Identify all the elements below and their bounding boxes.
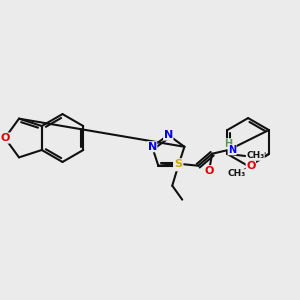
Text: H: H [224, 139, 232, 149]
Text: N: N [174, 161, 183, 171]
Text: N: N [148, 142, 157, 152]
Text: S: S [174, 159, 182, 169]
Text: O: O [246, 161, 256, 171]
Text: N: N [164, 130, 173, 140]
Text: CH₃: CH₃ [228, 169, 246, 178]
Text: N: N [228, 145, 236, 155]
Text: O: O [205, 166, 214, 176]
Text: O: O [0, 133, 10, 143]
Text: CH₃: CH₃ [246, 152, 264, 160]
